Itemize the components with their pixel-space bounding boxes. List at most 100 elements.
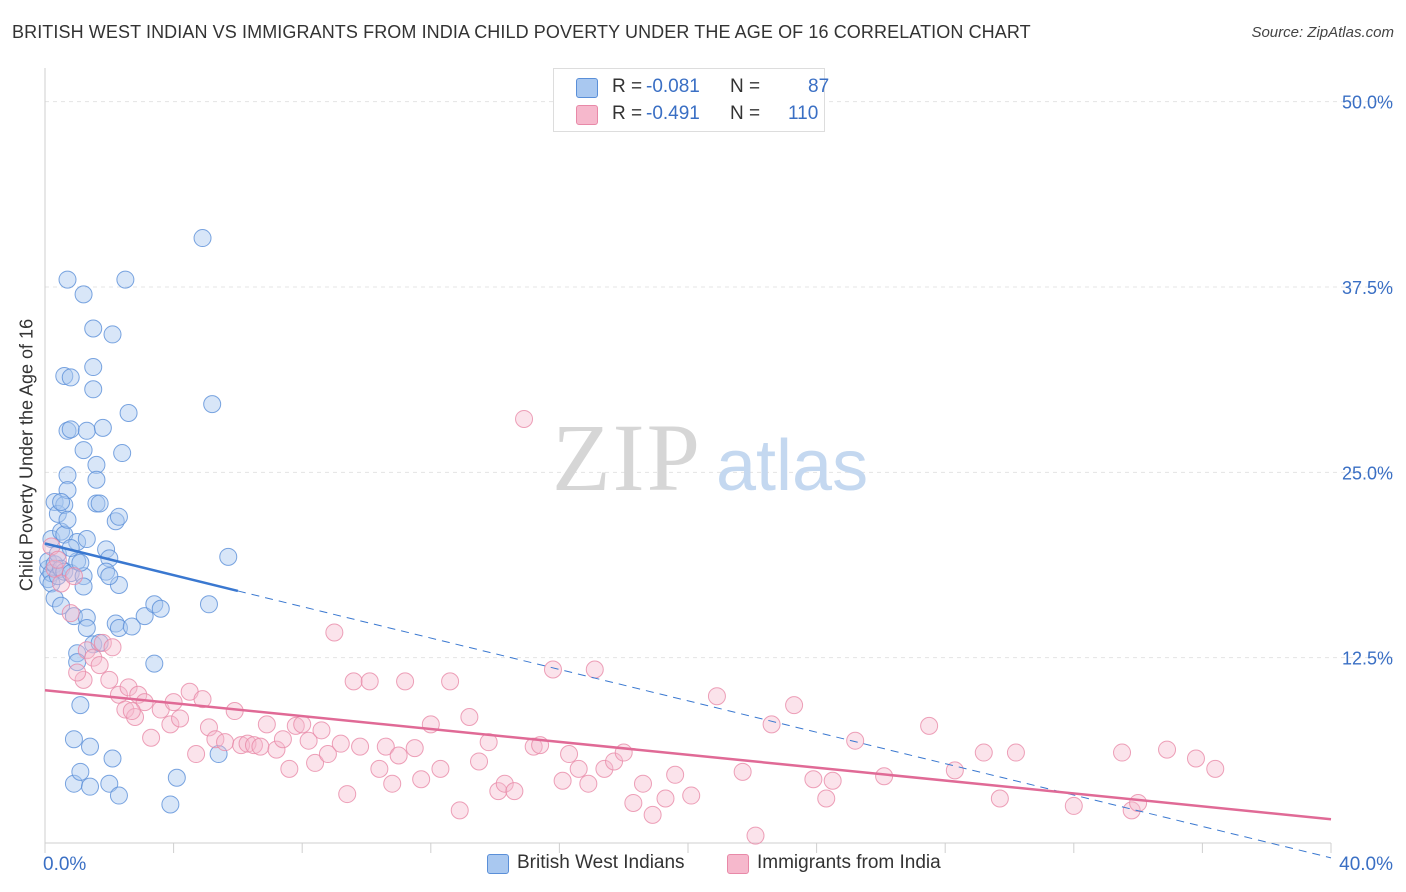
data-point-immigrant-from-india <box>595 759 614 778</box>
data-point-british-west-indian <box>58 481 77 500</box>
data-point-immigrant-from-india <box>232 736 251 755</box>
data-point-immigrant-from-india <box>441 672 460 691</box>
data-point-british-west-indian <box>64 730 83 749</box>
watermark-atlas: atlas <box>716 426 868 506</box>
data-point-british-west-indian <box>109 507 128 526</box>
data-point-immigrant-from-india <box>682 786 701 805</box>
data-point-british-west-indian <box>103 325 122 344</box>
data-point-immigrant-from-india <box>412 770 431 789</box>
data-point-immigrant-from-india <box>450 801 469 820</box>
data-point-immigrant-from-india <box>846 731 865 750</box>
data-point-british-west-indian <box>52 522 71 541</box>
data-point-british-west-indian <box>61 368 80 387</box>
data-point-immigrant-from-india <box>431 759 450 778</box>
data-point-immigrant-from-india <box>286 716 305 735</box>
data-point-immigrant-from-india <box>746 826 765 845</box>
data-point-immigrant-from-india <box>100 670 119 689</box>
data-point-immigrant-from-india <box>1206 759 1225 778</box>
data-point-immigrant-from-india <box>733 762 752 781</box>
data-point-immigrant-from-india <box>312 721 331 740</box>
data-point-immigrant-from-india <box>90 656 109 675</box>
data-point-british-west-indian <box>52 596 71 615</box>
data-point-immigrant-from-india <box>1129 793 1148 812</box>
data-point-british-west-indian <box>90 494 109 513</box>
data-point-immigrant-from-india <box>1158 740 1177 759</box>
data-point-immigrant-from-india <box>360 672 379 691</box>
data-point-immigrant-from-india <box>543 660 562 679</box>
data-point-immigrant-from-india <box>103 638 122 657</box>
legend-swatch-blue <box>576 78 598 98</box>
data-point-british-west-indian <box>203 395 222 414</box>
y-tick-label: 25.0% <box>1342 463 1393 483</box>
data-point-immigrant-from-india <box>193 690 212 709</box>
data-point-immigrant-from-india <box>142 728 161 747</box>
data-point-immigrant-from-india <box>945 761 964 780</box>
data-point-immigrant-from-india <box>707 687 726 706</box>
data-point-british-west-indian <box>64 607 83 626</box>
legend-n-value-series1: 87 <box>808 76 830 97</box>
data-point-british-west-indian <box>58 466 77 485</box>
legend-n-label: N = <box>730 76 761 97</box>
data-point-british-west-indian <box>199 595 218 614</box>
data-point-immigrant-from-india <box>656 789 675 808</box>
data-point-immigrant-from-india <box>579 774 598 793</box>
data-point-british-west-indian <box>58 421 77 440</box>
data-point-immigrant-from-india <box>1006 743 1025 762</box>
data-point-immigrant-from-india <box>460 707 479 726</box>
data-point-immigrant-from-india <box>280 759 299 778</box>
data-point-immigrant-from-india <box>64 567 83 586</box>
data-point-british-west-indian <box>122 617 141 636</box>
data-point-immigrant-from-india <box>370 759 389 778</box>
data-point-immigrant-from-india <box>331 734 350 753</box>
data-point-british-west-indian <box>219 547 238 566</box>
data-point-immigrant-from-india <box>199 718 218 737</box>
data-point-british-west-indian <box>103 749 122 768</box>
data-point-british-west-indian <box>74 441 93 460</box>
data-point-british-west-indian <box>81 777 100 796</box>
data-point-immigrant-from-india <box>257 715 276 734</box>
data-point-british-west-indian <box>58 270 77 289</box>
data-point-immigrant-from-india <box>389 746 408 765</box>
data-point-british-west-indian <box>193 229 212 248</box>
legend-r-label: R = <box>612 76 643 97</box>
data-point-immigrant-from-india <box>376 737 395 756</box>
data-point-british-west-indian <box>93 418 112 437</box>
data-point-immigrant-from-india <box>553 771 572 790</box>
data-point-immigrant-from-india <box>61 604 80 623</box>
data-point-british-west-indian <box>77 619 96 638</box>
data-point-british-west-indian <box>58 510 77 529</box>
data-point-british-west-indian <box>74 567 93 586</box>
data-point-immigrant-from-india <box>293 715 312 734</box>
trend-line-blue <box>44 542 239 593</box>
data-point-immigrant-from-india <box>633 774 652 793</box>
gridlines <box>45 101 1393 659</box>
data-point-immigrant-from-india <box>383 774 402 793</box>
data-point-british-west-indian <box>71 696 90 715</box>
data-point-immigrant-from-india <box>624 793 643 812</box>
data-point-immigrant-from-india <box>505 782 524 801</box>
data-point-immigrant-from-india <box>171 709 190 728</box>
data-point-immigrant-from-india <box>299 731 318 750</box>
data-point-immigrant-from-india <box>974 743 993 762</box>
data-point-immigrant-from-india <box>251 737 270 756</box>
data-point-british-west-indian <box>100 567 119 586</box>
data-point-british-west-indian <box>87 455 106 474</box>
data-point-immigrant-from-india <box>161 715 180 734</box>
data-point-immigrant-from-india <box>1064 796 1083 815</box>
data-point-immigrant-from-india <box>762 715 781 734</box>
series-british-west-indians <box>39 229 238 814</box>
data-point-immigrant-from-india <box>1113 743 1132 762</box>
x-tick-label-min: 0.0% <box>43 854 86 875</box>
source-credit: Source: ZipAtlas.com <box>1251 24 1394 41</box>
legend-r-label: R = <box>612 103 643 124</box>
data-point-immigrant-from-india <box>74 670 93 689</box>
data-point-british-west-indian <box>45 589 64 608</box>
data-point-immigrant-from-india <box>405 739 424 758</box>
data-point-british-west-indian <box>151 599 170 618</box>
data-point-immigrant-from-india <box>126 707 145 726</box>
data-point-immigrant-from-india <box>495 774 514 793</box>
data-point-british-west-indian <box>145 654 164 673</box>
data-point-immigrant-from-india <box>351 737 370 756</box>
data-point-british-west-indian <box>87 470 106 489</box>
